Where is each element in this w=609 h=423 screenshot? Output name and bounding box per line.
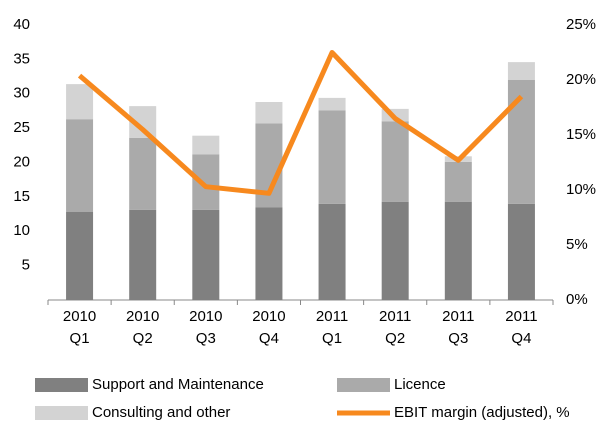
bar-segment xyxy=(444,201,472,300)
x-tick-label: Q3 xyxy=(448,330,468,347)
y-tick-label: 15 xyxy=(13,188,30,205)
y-tick-label: 5 xyxy=(22,257,30,274)
y2-tick-label: 5% xyxy=(566,236,588,253)
x-tick-label: 2010 xyxy=(252,308,285,325)
bar-segment xyxy=(507,203,535,300)
x-tick-label: Q1 xyxy=(322,330,342,347)
bar-segment xyxy=(129,137,157,210)
y-tick-label: 35 xyxy=(13,50,30,67)
bar-segment xyxy=(507,62,535,80)
bar-segment xyxy=(507,80,535,204)
y2-tick-label: 0% xyxy=(566,291,588,308)
bar-segment xyxy=(129,209,157,300)
x-tick-label: 2010 xyxy=(126,308,159,325)
x-tick-label: Q1 xyxy=(70,330,90,347)
x-tick-label: Q4 xyxy=(259,330,279,347)
legend-label: EBIT margin (adjusted), % xyxy=(394,404,570,421)
bar-segment xyxy=(255,102,283,124)
x-tick-label: 2010 xyxy=(63,308,96,325)
bar-segment xyxy=(255,207,283,300)
bar-segment xyxy=(192,135,220,155)
bar-segment xyxy=(318,203,346,300)
bar-segment xyxy=(66,84,94,120)
y2-tick-label: 15% xyxy=(566,126,596,143)
bar-segment xyxy=(66,212,94,300)
bar-segment xyxy=(192,154,220,210)
x-tick-label: Q2 xyxy=(133,330,153,347)
legend-swatch xyxy=(337,378,390,392)
y2-tick-label: 25% xyxy=(566,16,596,33)
legend-swatch xyxy=(35,378,88,392)
y-tick-label: 10 xyxy=(13,222,30,239)
x-tick-label: 2011 xyxy=(442,308,474,325)
x-tick-label: 2011 xyxy=(379,308,411,325)
x-tick-label: 2011 xyxy=(316,308,348,325)
legend-label: Consulting and other xyxy=(92,404,230,421)
line-series xyxy=(77,50,524,196)
y-tick-label: 25 xyxy=(13,119,30,136)
bar-segment xyxy=(318,97,346,111)
bar-segment xyxy=(381,201,409,300)
bar-segment xyxy=(381,121,409,202)
x-tick-label: Q3 xyxy=(196,330,216,347)
x-tick-label: 2011 xyxy=(505,308,537,325)
bar-segment xyxy=(192,209,220,300)
bar-segment xyxy=(318,110,346,204)
y2-tick-label: 10% xyxy=(566,181,596,198)
y-tick-label: 40 xyxy=(13,16,30,33)
bar-segment xyxy=(66,119,94,212)
y2-tick-label: 20% xyxy=(566,71,596,88)
x-tick-label: Q4 xyxy=(511,330,531,347)
bar-segment xyxy=(444,161,472,202)
x-tick-label: 2010 xyxy=(189,308,222,325)
y-tick-label: 30 xyxy=(13,85,30,102)
legend-swatch xyxy=(35,406,88,420)
legend-label: Licence xyxy=(394,376,446,393)
x-tick-label: Q2 xyxy=(385,330,405,347)
y-tick-label: 20 xyxy=(13,153,30,170)
legend-label: Support and Maintenance xyxy=(92,376,264,393)
